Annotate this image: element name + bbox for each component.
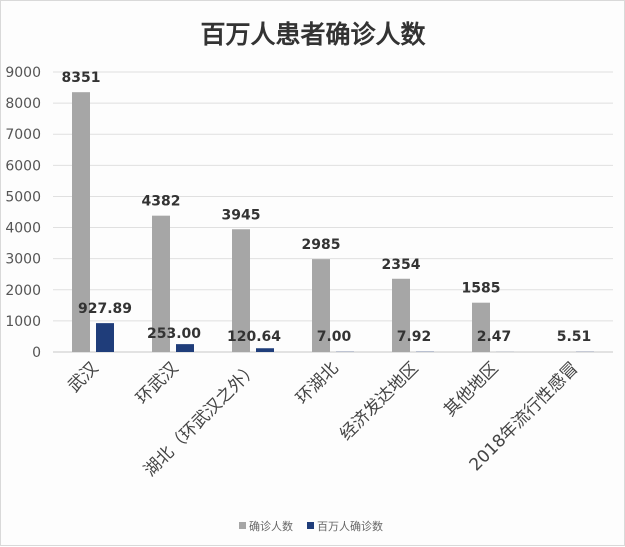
data-label: 1585	[462, 281, 501, 297]
y-tick-label: 6000	[5, 158, 41, 174]
y-tick-label: 0	[32, 345, 41, 361]
legend-label: 百万人确诊数	[317, 519, 383, 533]
x-category-label: 其他地区	[440, 358, 502, 420]
x-category-label: 环湖北	[292, 358, 342, 408]
data-label: 7.92	[397, 329, 432, 345]
data-label: 7.00	[317, 329, 352, 345]
bars	[72, 92, 594, 352]
data-label: 8351	[62, 70, 101, 86]
x-category-label: 武汉	[64, 358, 102, 396]
data-label: 2354	[382, 257, 421, 273]
x-category-label: 环武汉	[132, 358, 182, 408]
data-label: 3945	[222, 207, 261, 223]
chart-title: 百万人患者确诊人数	[200, 20, 426, 49]
y-tick-label: 3000	[5, 252, 41, 268]
data-label: 120.64	[227, 329, 281, 345]
bar-per-million	[96, 323, 114, 352]
data-label: 253.00	[147, 326, 201, 342]
x-category-label: 经济发达地区	[336, 358, 422, 444]
y-tick-label: 5000	[5, 189, 41, 205]
data-label: 4382	[142, 194, 181, 210]
y-tick-label: 4000	[5, 221, 41, 237]
legend-swatch	[307, 522, 314, 529]
y-tick-label: 8000	[5, 96, 41, 112]
y-axis-ticks: 0 1000 2000 3000 4000 5000 6000 7000 8000 9000	[5, 65, 41, 361]
bar-per-million	[176, 344, 194, 352]
legend-swatch	[239, 522, 246, 529]
data-label: 2.47	[477, 329, 512, 345]
bar-per-million	[256, 348, 274, 352]
gridlines	[53, 72, 613, 352]
y-tick-label: 2000	[5, 283, 41, 299]
legend-label: 确诊人数	[249, 519, 293, 533]
data-label: 927.89	[78, 301, 132, 317]
data-label: 2985	[302, 237, 341, 253]
x-axis-labels: 武汉环武汉湖北（环武汉之外）环湖北经济发达地区其他地区2018年流行性感冒	[64, 358, 582, 480]
y-tick-label: 7000	[5, 127, 41, 143]
y-tick-label: 9000	[5, 65, 41, 81]
y-tick-label: 1000	[5, 314, 41, 330]
legend: 确诊人数 百万人确诊数	[239, 519, 383, 533]
data-label: 5.51	[557, 329, 592, 345]
